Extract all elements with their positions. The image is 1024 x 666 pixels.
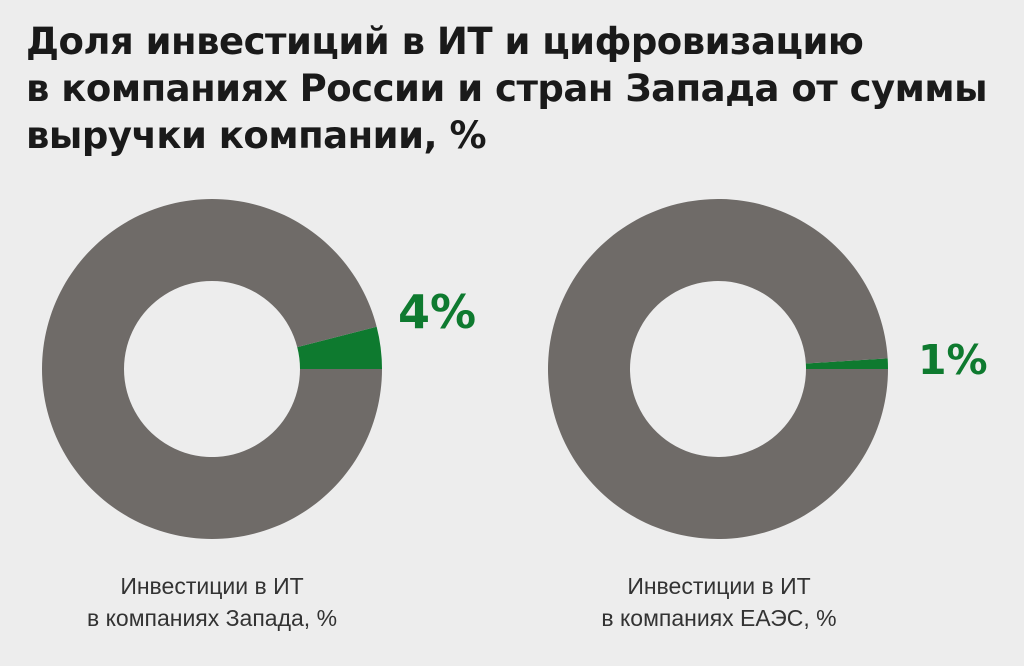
- caption-eaeu: Инвестиции в ИТ в компаниях ЕАЭС, %: [519, 570, 919, 634]
- chart-title-line-1: Доля инвестиций в ИТ и цифровизацию: [26, 20, 864, 63]
- chart-title-line-3: выручки компании, %: [26, 114, 487, 157]
- caption-west-line-2: в компаниях Запада, %: [86, 605, 338, 631]
- caption-eaeu-line-1: Инвестиции в ИТ: [627, 573, 811, 599]
- donut-value-label-eaeu: 1%: [918, 336, 988, 384]
- caption-west-line-1: Инвестиции в ИТ: [120, 573, 304, 599]
- donut-value-label-west: 4%: [398, 285, 476, 339]
- caption-eaeu-line-2: в компаниях ЕАЭС, %: [601, 605, 837, 631]
- donut-chart-eaeu: [548, 198, 888, 539]
- caption-west: Инвестиции в ИТ в компаниях Запада, %: [12, 570, 412, 634]
- donut-slice-remainder: [41, 198, 383, 539]
- donut-slice-remainder: [548, 198, 888, 539]
- donut-slice-it-investment: [297, 326, 382, 369]
- chart-title: Доля инвестиций в ИТ и цифровизацию в ко…: [26, 18, 988, 159]
- donut-chart-west: [41, 198, 383, 539]
- donut-slice-it-investment: [805, 358, 888, 369]
- chart-title-line-2: в компаниях России и стран Запада от сум…: [26, 67, 988, 110]
